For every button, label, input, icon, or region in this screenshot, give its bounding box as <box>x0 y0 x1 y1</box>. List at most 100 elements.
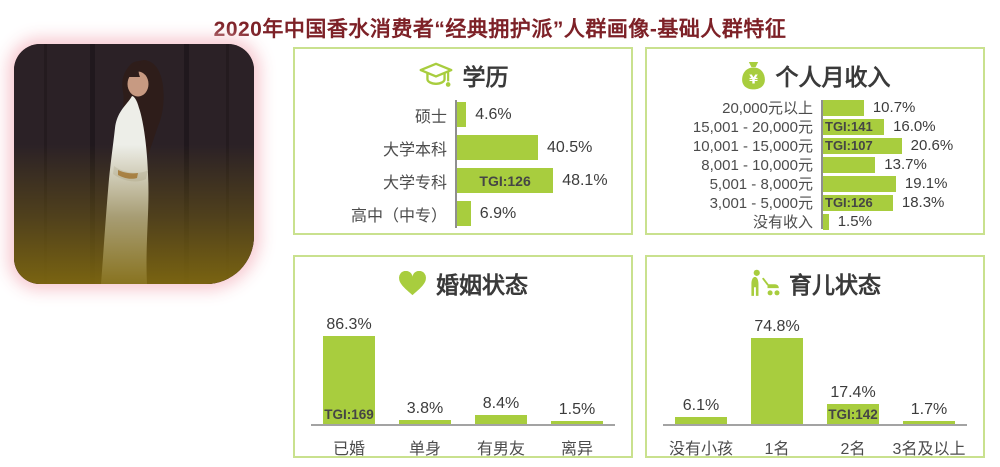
graduation-cap-icon <box>418 61 454 90</box>
panel-title: 育儿状态 <box>789 272 881 298</box>
category-label: 有男友 <box>476 441 525 458</box>
panel-marital-status: 婚姻状态 86.3% TGI:169 3.8% 8.4% 1.5% 已婚 单身 有男友 离异 <box>293 255 633 458</box>
bar-value-label: 40.5% <box>547 138 593 156</box>
bar <box>823 213 829 230</box>
bar <box>399 420 451 424</box>
bar-value-label: 8.4% <box>482 395 520 413</box>
bar <box>903 421 955 424</box>
axis-line <box>821 100 823 229</box>
bar-track: 40.5% <box>457 135 631 160</box>
bar-value-label: 3.8% <box>406 400 444 418</box>
parent-stroller-icon <box>749 269 780 297</box>
parenting-header: 育儿状态 <box>647 266 983 300</box>
category-label: 1名 <box>764 441 790 458</box>
category-label: 3,001 - 5,000元 <box>709 195 813 212</box>
page-title: 2020年中国香水消费者“经典拥护派”人群画像-基础人群特征 <box>213 18 787 41</box>
bar-track: 10.7% <box>823 99 983 116</box>
bar-value-label: 16.0% <box>893 118 936 135</box>
bar <box>823 175 896 192</box>
bar-value-label: 19.1% <box>904 175 948 192</box>
bar-track: 1.5% <box>823 213 983 230</box>
tgi-badge: TGI:126 <box>825 195 873 210</box>
category-label: 大学专科 <box>382 174 447 192</box>
bar-value-label: 1.7% <box>910 401 948 418</box>
category-label: 单身 <box>408 441 441 458</box>
bar-column: 1.5% <box>539 401 615 424</box>
svg-text:¥: ¥ <box>749 71 758 86</box>
parenting-bar-chart: 6.1% 74.8% 17.4% TGI:142 1.7% <box>663 306 967 426</box>
bar: TGI:169 <box>323 335 375 424</box>
category-label: 硕士 <box>414 108 447 126</box>
category-label: 10,001 - 15,000元 <box>692 138 813 155</box>
panel-title: 婚姻状态 <box>436 272 528 298</box>
marital-header: 婚姻状态 <box>295 266 631 300</box>
axis-line <box>455 100 457 228</box>
bar-track: TGI:107 20.6% <box>823 137 983 154</box>
category-label: 3名及以上 <box>892 441 966 458</box>
tgi-badge: TGI:141 <box>825 119 873 134</box>
bar-value-label: 86.3% <box>326 315 372 333</box>
bar <box>675 417 727 424</box>
bar-track: 4.6% <box>457 102 631 127</box>
bar-track: 13.7% <box>823 156 983 173</box>
bar-row: 高中（中专） 6.9% <box>295 197 631 230</box>
bar-value-label: 10.7% <box>872 99 916 116</box>
bar-value-label: 18.3% <box>901 194 945 211</box>
bar-row: 15,001 - 20,000元 TGI:141 16.0% <box>647 117 983 136</box>
bar-column: 17.4% TGI:142 <box>815 384 891 424</box>
bar-value-label: 6.1% <box>682 397 720 414</box>
tgi-badge: TGI:107 <box>825 138 873 153</box>
category-label: 离异 <box>560 441 593 458</box>
bar-track: 19.1% <box>823 175 983 192</box>
photo-gradient-overlay <box>14 44 254 284</box>
bar-row: 硕士 4.6% <box>295 98 631 131</box>
bar-track: TGI:141 16.0% <box>823 118 983 135</box>
category-label: 15,001 - 20,000元 <box>692 119 813 136</box>
bar-column: 8.4% <box>463 395 539 424</box>
bar: TGI:141 <box>823 118 885 135</box>
parenting-category-labels: 没有小孩 1名 2名 3名及以上 <box>663 435 967 459</box>
bar <box>823 99 864 116</box>
bar-column: 74.8% <box>739 318 815 424</box>
bar-track: 6.9% <box>457 201 631 226</box>
bar-row: 没有收入 1.5% <box>647 212 983 231</box>
bar: TGI:126 <box>457 168 554 193</box>
marital-category-labels: 已婚 单身 有男友 离异 <box>311 435 615 459</box>
bar-value-label: 17.4% <box>830 384 876 401</box>
bar-column: 86.3% TGI:169 <box>311 316 387 424</box>
bar: TGI:142 <box>827 404 879 424</box>
tgi-badge: TGI:142 <box>828 407 878 422</box>
bar: TGI:126 <box>823 194 893 211</box>
portrait-photo <box>14 44 254 284</box>
bar-value-label: 6.9% <box>479 204 517 222</box>
income-header: ¥ 个人月收入 <box>647 58 983 92</box>
tgi-badge: TGI:169 <box>324 407 374 422</box>
category-label: 大学本科 <box>382 141 447 159</box>
bar-value-label: 13.7% <box>884 156 927 173</box>
bar: TGI:107 <box>823 137 902 154</box>
bar <box>457 201 471 226</box>
bar-row: 8,001 - 10,000元 13.7% <box>647 155 983 174</box>
bar <box>475 415 527 424</box>
category-label: 2名 <box>840 441 866 458</box>
heart-icon <box>398 270 427 296</box>
bar-row: 5,001 - 8,000元 19.1% <box>647 174 983 193</box>
panel-education: 学历 硕士 4.6% 大学本科 40.5% 大学专科 TGI:126 48.1% 高中（中专）… <box>293 47 633 235</box>
panel-title: 学历 <box>462 64 509 90</box>
bar-value-label: 4.6% <box>475 105 512 123</box>
bar-column: 6.1% <box>663 397 739 424</box>
bar-column: 3.8% <box>387 400 463 424</box>
category-label: 没有小孩 <box>668 441 733 458</box>
bar-track: TGI:126 48.1% <box>457 168 631 193</box>
bar-row: 大学本科 40.5% <box>295 131 631 164</box>
bar-row: 10,001 - 15,000元 TGI:107 20.6% <box>647 136 983 155</box>
bar-value-label: 48.1% <box>562 171 608 189</box>
bar <box>457 102 467 127</box>
bar-row: 大学专科 TGI:126 48.1% <box>295 164 631 197</box>
bar-track: TGI:126 18.3% <box>823 194 983 211</box>
category-label: 已婚 <box>332 441 365 458</box>
category-label: 8,001 - 10,000元 <box>701 157 813 174</box>
category-label: 高中（中专） <box>350 207 447 225</box>
bar-value-label: 74.8% <box>754 317 800 335</box>
